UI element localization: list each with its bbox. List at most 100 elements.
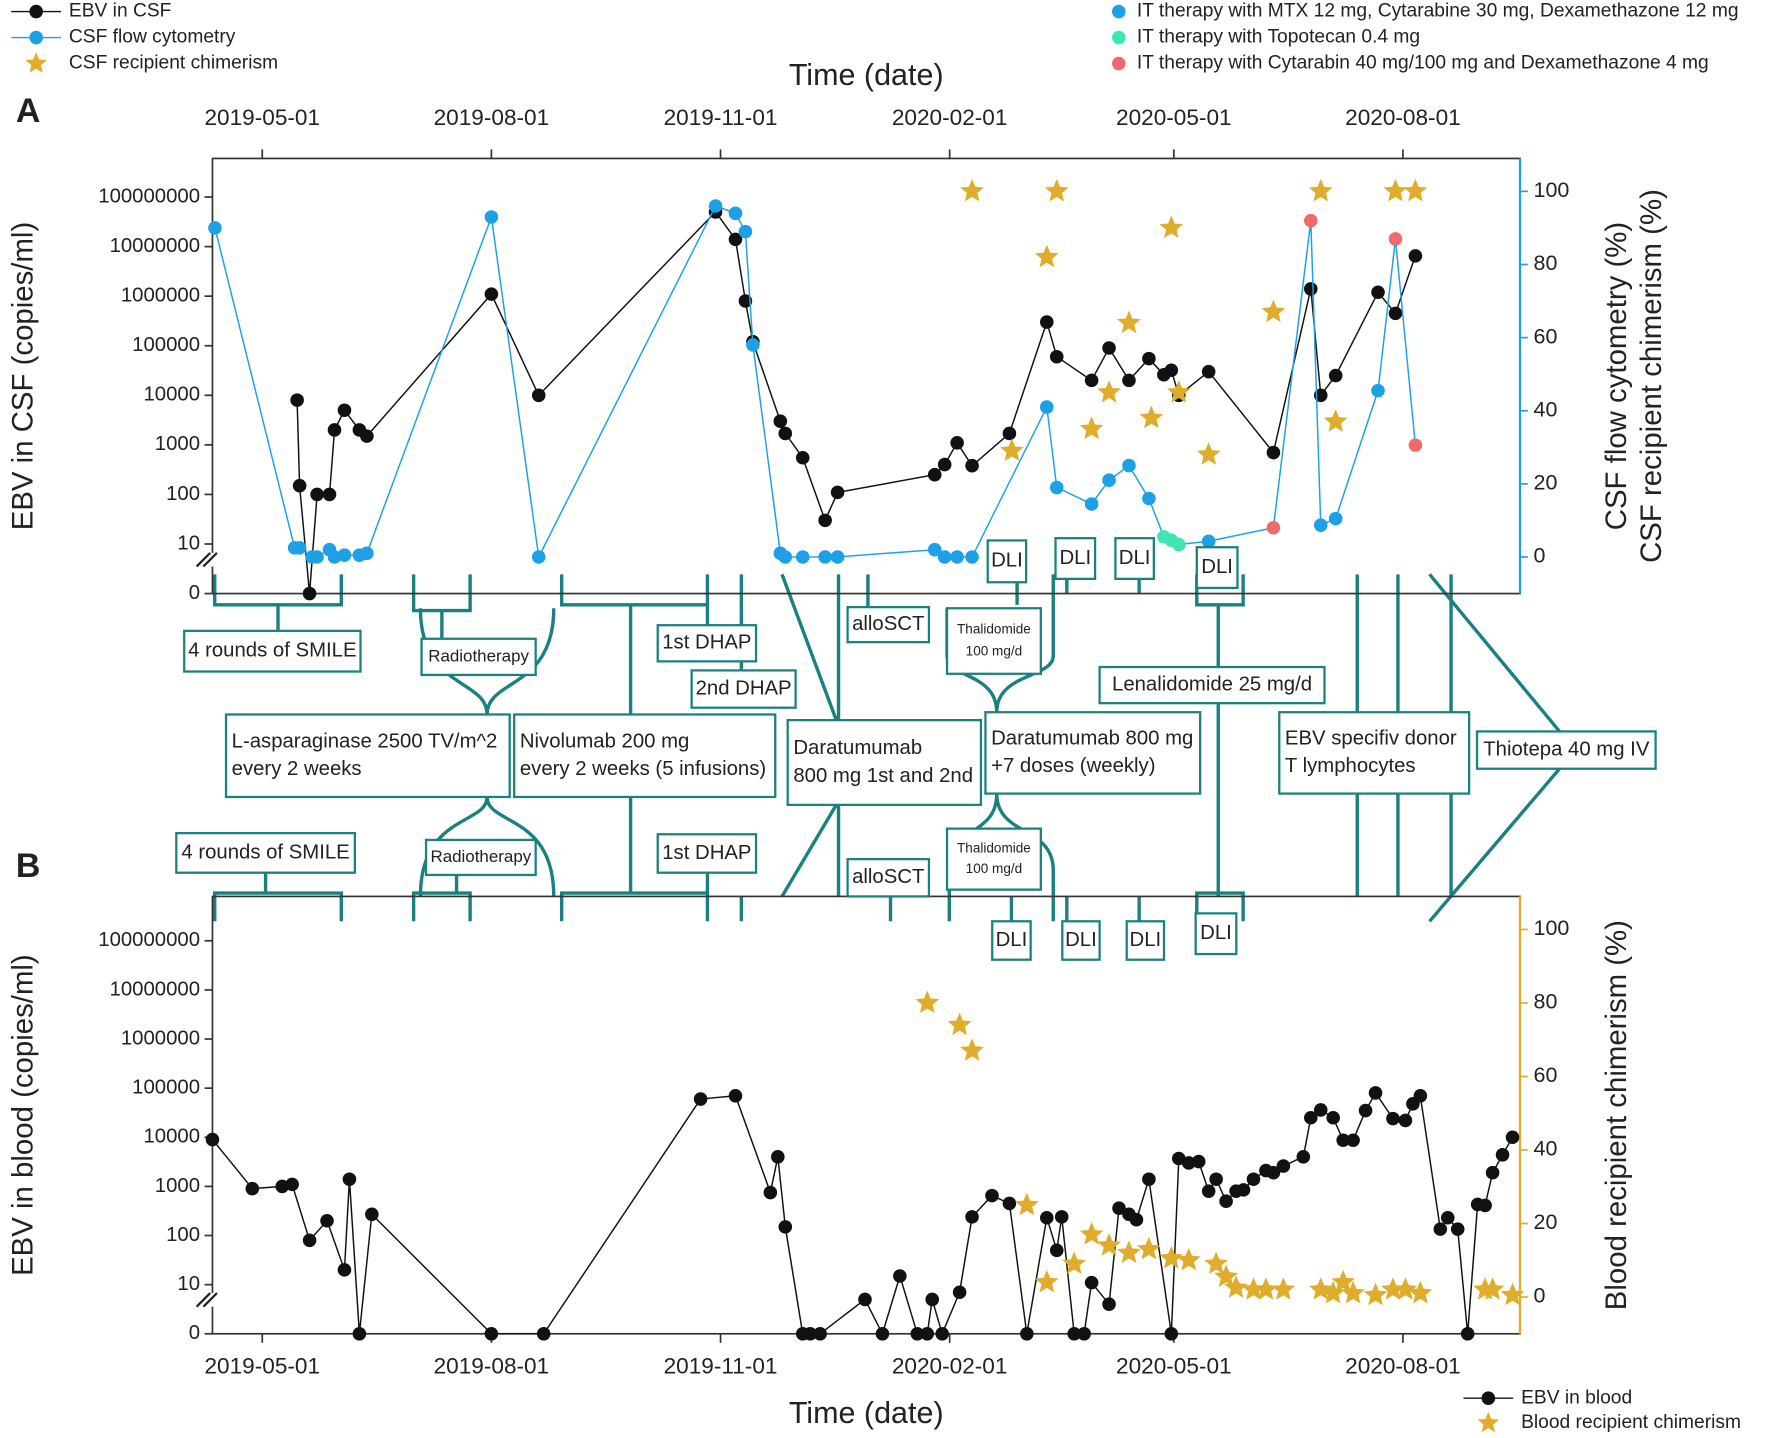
point-marker [290,393,304,407]
point-marker [1450,1222,1465,1236]
point-marker [1209,1172,1223,1187]
annotation-box [656,833,758,874]
axis-break [195,552,218,568]
y-tick-label: 100000000 [98,185,200,207]
point-marker [292,541,307,555]
point-marker [285,1177,299,1192]
annotation-text: DLI [1119,547,1151,569]
legend-dot [29,4,43,19]
legend-label: Blood recipient chimerism [1521,1412,1741,1433]
star-marker [1363,1282,1388,1306]
point-marker [795,550,810,564]
point-marker [708,199,723,213]
legend-label: CSF flow cytometry [69,27,236,48]
x-axis-title: Time (date) [789,58,944,92]
point-marker [1313,1103,1328,1117]
star-marker [1321,1280,1346,1304]
y2-axis-title: CSF recipient chimerism (%) [1635,189,1668,563]
y-tick-label: 1000 [155,1175,200,1197]
annotation-text: Nivolumab 200 mg [520,730,689,752]
point-marker [302,1233,317,1248]
legend-dot [29,30,43,45]
y2-tick-label: 80 [1534,990,1558,1014]
point-marker [531,550,546,564]
point-marker [738,294,753,308]
point-marker [484,287,499,301]
annotation-text: L-asparaginase 2500 TV/m^2 [232,730,498,752]
point-marker [360,546,374,561]
point-marker [1398,1113,1413,1128]
annotation-box [984,711,1202,795]
point-marker [1102,341,1116,355]
x-tick-label: 2020-02-01 [892,105,1008,130]
point-marker [1164,1326,1179,1341]
x-tick-label: 2019-05-01 [204,1354,320,1379]
annotation-text: 1st DHAP [662,842,751,864]
x-tick-label: 2020-08-01 [1345,1354,1461,1379]
annotation-text: Radiotherapy [428,646,529,665]
annotation-text: 1st DHAP [662,632,751,654]
star-marker [1383,178,1408,202]
annotation-text: +7 doses (weekly) [991,755,1155,777]
y2-tick-label: 0 [1534,544,1546,568]
annotation-text: Thalidomide [957,841,1031,856]
annotation-text: DLI [1065,929,1097,951]
point-marker [1371,285,1385,300]
annotation-text: EBV specifiv donor [1285,728,1457,750]
point-marker [1246,1172,1261,1187]
star-marker [915,990,940,1014]
y2-tick-label: 20 [1534,1210,1558,1234]
annotation-box [175,832,356,874]
point-marker [1040,315,1054,329]
point-marker [337,1263,352,1277]
point-marker [484,1326,499,1341]
point-marker [1296,1150,1311,1164]
point-marker [1201,534,1216,549]
y-tick-label: 0 [189,1322,200,1344]
point-marker [320,1213,334,1228]
point-marker [778,1220,793,1234]
star-marker [1117,1240,1141,1264]
point-marker [830,550,845,564]
y-tick-label: 10 [177,1273,200,1295]
y-tick-label: 1000 [155,433,200,455]
therapy-legend-label: IT therapy with Topotecan 0.4 mg [1137,27,1420,48]
star-marker [1000,438,1024,461]
point-marker [937,457,952,472]
point-marker [1049,349,1064,364]
star-marker [1403,178,1428,202]
point-marker [728,206,743,221]
annotation-text: DLI [996,929,1028,951]
star-marker [1308,1277,1333,1300]
point-marker [1236,1183,1251,1197]
legend-star [25,52,47,73]
point-marker [818,550,832,564]
point-marker [1495,1148,1510,1162]
annotation-text: DLI [1130,929,1162,951]
annotation-box [656,624,758,663]
annotation-box [1061,920,1101,961]
star-marker [1261,299,1286,323]
annotation-text: every 2 weeks [232,758,362,780]
point-marker [1408,249,1423,263]
annotation-text: 2nd DHAP [696,677,792,699]
legend-dot [1481,1391,1496,1405]
point-marker [803,1326,817,1341]
annotation-box [224,713,511,799]
annotation-box [1278,711,1471,795]
point-marker [778,550,793,564]
y2-tick-label: 60 [1534,1063,1558,1087]
point-marker [1388,306,1403,321]
star-marker [1015,1192,1039,1216]
annotation-box [424,838,537,877]
point-marker [1505,1130,1520,1145]
x-tick-label: 2020-08-01 [1345,105,1461,130]
point-marker [927,542,942,557]
annotation-text: Lenalidomide 25 mg/d [1112,673,1312,695]
star-marker [1204,1251,1228,1274]
x-tick-label: 2019-11-01 [664,1354,778,1379]
point-marker [1266,445,1281,460]
star-marker [1408,1280,1433,1304]
point-marker [531,388,546,403]
